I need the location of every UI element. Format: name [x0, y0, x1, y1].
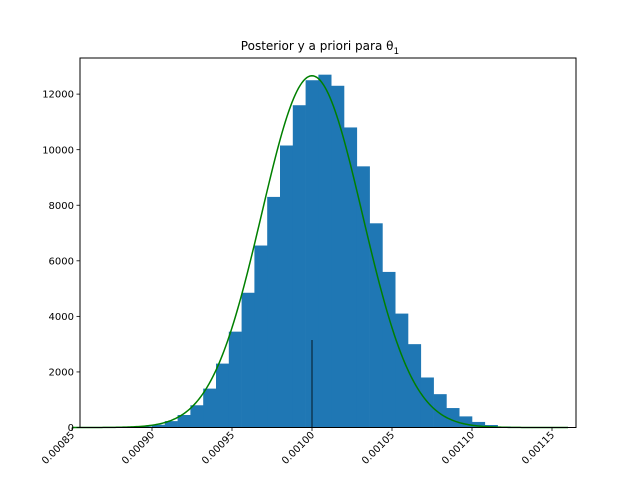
histogram-bar	[177, 415, 191, 428]
y-tick-label: 10000	[42, 145, 74, 156]
y-tick-label: 6000	[49, 256, 74, 267]
chart-title: Posterior y a priori para θ1	[241, 39, 399, 57]
plot-frame	[79, 57, 577, 428]
histogram-bar	[152, 424, 166, 428]
histogram-bar	[190, 405, 204, 428]
chart-title-subscript: 1	[393, 47, 399, 57]
y-axis: 0 2000 4000 6000 8000 10000 12000	[42, 90, 80, 434]
histogram-bar	[382, 271, 396, 428]
y-tick-label: 8000	[49, 201, 74, 212]
histogram-bar	[139, 426, 153, 428]
x-tick-label: 0.00100	[280, 430, 317, 467]
histogram-bar	[318, 74, 332, 428]
histogram-bar	[305, 80, 319, 428]
histogram-bar	[408, 344, 422, 428]
histogram-bar	[228, 331, 242, 428]
histogram-bar	[280, 145, 294, 428]
x-axis: 0.00085 0.00090 0.00095 0.00100 0.00105 0.001…	[40, 427, 557, 467]
histogram-bar	[267, 196, 281, 428]
y-tick-label: 0	[68, 423, 74, 434]
histogram-bar	[356, 166, 370, 428]
histogram-bar	[446, 408, 460, 428]
histogram-bar	[216, 363, 230, 428]
prior-curve	[72, 75, 568, 429]
histogram-bar	[254, 245, 268, 428]
x-tick-label: 0.00115	[520, 430, 557, 467]
histogram-bars	[100, 74, 524, 428]
x-tick-label: 0.00085	[40, 430, 77, 467]
histogram-bar	[459, 416, 473, 428]
histogram-bar	[472, 421, 486, 428]
y-tick-label: 2000	[49, 368, 74, 379]
histogram-bar	[203, 388, 217, 428]
histogram-bar	[331, 85, 345, 428]
y-tick-label: 4000	[49, 312, 74, 323]
histogram-bar	[241, 292, 255, 428]
histogram-bar	[395, 313, 409, 428]
chart-title-text: Posterior y a priori para θ	[241, 39, 394, 53]
histogram-bar	[369, 223, 383, 428]
x-tick-label: 0.00090	[120, 430, 157, 467]
x-tick-label: 0.00105	[360, 430, 397, 467]
histogram-bar	[292, 105, 306, 428]
prior-curve-layer	[72, 75, 568, 429]
y-tick-label: 12000	[42, 90, 74, 101]
histogram-bar	[344, 127, 358, 428]
x-tick-label: 0.00110	[440, 430, 477, 467]
histogram-bar	[164, 421, 178, 428]
histogram-bar	[433, 394, 447, 428]
x-tick-label: 0.00095	[200, 430, 237, 467]
